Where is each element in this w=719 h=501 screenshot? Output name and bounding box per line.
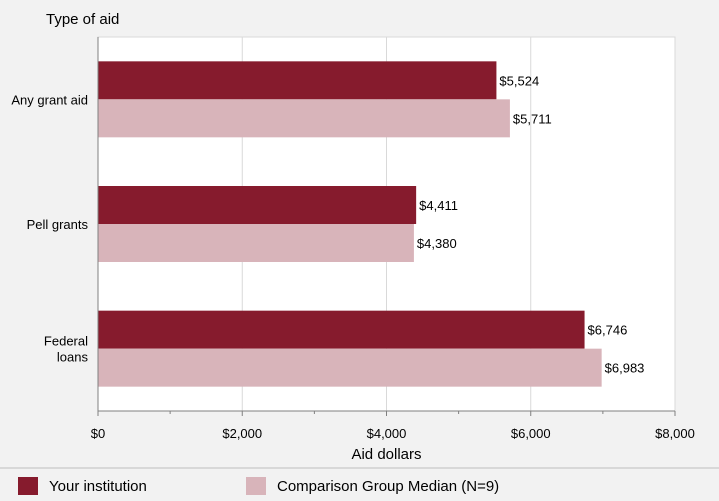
x-tick-label: $0 <box>91 426 105 441</box>
x-tick-label: $8,000 <box>655 426 695 441</box>
bar <box>98 348 602 387</box>
legend-swatch <box>246 477 266 495</box>
y-tick-label: Federal <box>44 334 88 349</box>
x-tick-label: $6,000 <box>511 426 551 441</box>
bar <box>98 224 414 262</box>
legend-swatch <box>18 477 38 495</box>
x-tick-label: $4,000 <box>367 426 407 441</box>
bar-value-label: $4,380 <box>417 236 457 251</box>
bar-value-label: $5,524 <box>499 73 539 88</box>
x-tick-label: $2,000 <box>222 426 262 441</box>
x-axis-title: Aid dollars <box>351 446 421 463</box>
bar <box>98 186 417 224</box>
bars: $5,524 $5,711 $4,411 $4,380 $6,746 $6,983 <box>98 61 645 387</box>
y-tick-label: Pell grants <box>27 217 89 232</box>
y-tick-label: loans <box>57 350 89 365</box>
axes: $0 $2,000 $4,000 $6,000 $8,000 Any grant aid P… <box>11 37 695 441</box>
bar-value-label: $5,711 <box>513 111 552 126</box>
legend-label: Comparison Group Median (N=9) <box>277 478 499 495</box>
y-tick-label: Any grant aid <box>11 92 88 107</box>
bar-value-label: $6,983 <box>605 361 645 376</box>
y-axis-title: Type of aid <box>46 11 119 28</box>
legend: Your institution Comparison Group Median … <box>18 477 499 495</box>
legend-label: Your institution <box>49 478 147 495</box>
bar <box>98 310 585 349</box>
bar <box>98 61 497 100</box>
bar-value-label: $6,746 <box>588 323 628 338</box>
bar <box>98 99 510 138</box>
bar-value-label: $4,411 <box>419 198 458 213</box>
